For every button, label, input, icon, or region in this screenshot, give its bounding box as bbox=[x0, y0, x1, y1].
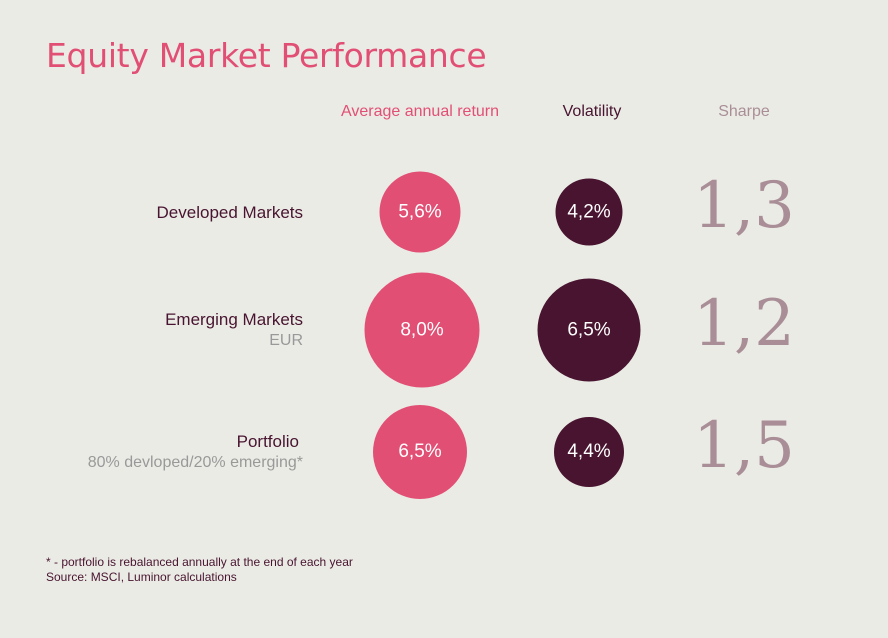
bubble-volatility-portfolio: 4,4% bbox=[554, 417, 624, 487]
sharpe-value-emerging: 1,2 bbox=[693, 287, 795, 361]
footnote: * - portfolio is rebalanced annually at … bbox=[46, 555, 353, 585]
bubble-value: 6,5% bbox=[567, 319, 611, 340]
row-name: Emerging Markets bbox=[165, 310, 303, 329]
column-header-return: Average annual return bbox=[340, 103, 500, 120]
bubble-return-portfolio: 6,5% bbox=[373, 405, 467, 499]
row-subtitle: EUR bbox=[269, 332, 303, 349]
bubble-return-emerging: 8,0% bbox=[364, 272, 480, 388]
sharpe-value-developed: 1,3 bbox=[693, 169, 795, 243]
bubble-value: 4,2% bbox=[567, 201, 611, 222]
bubble-value: 5,6% bbox=[398, 201, 442, 222]
bubble-value: 4,4% bbox=[567, 441, 611, 462]
footnote-source: Source: MSCI, Luminor calculations bbox=[46, 570, 237, 584]
row-label-developed: Developed Markets bbox=[3, 202, 303, 224]
bubble-volatility-developed: 4,2% bbox=[555, 178, 623, 246]
row-label-portfolio: Portfolio 80% devloped/20% emerging* bbox=[3, 431, 303, 473]
footnote-rebalance: * - portfolio is rebalanced annually at … bbox=[46, 555, 353, 569]
bubble-return-developed: 5,6% bbox=[379, 171, 461, 253]
column-header-sharpe: Sharpe bbox=[718, 103, 770, 120]
row-subtitle: 80% devloped/20% emerging* bbox=[87, 454, 303, 471]
page-title: Equity Market Performance bbox=[46, 36, 487, 75]
row-name: Portfolio bbox=[236, 432, 299, 451]
bubble-value: 6,5% bbox=[398, 441, 442, 462]
sharpe-value-portfolio: 1,5 bbox=[693, 409, 795, 483]
row-label-emerging: Emerging Markets EUR bbox=[3, 309, 303, 351]
column-header-volatility: Volatility bbox=[562, 103, 622, 120]
row-name: Developed Markets bbox=[156, 203, 303, 222]
bubble-value: 8,0% bbox=[400, 319, 444, 340]
bubble-volatility-emerging: 6,5% bbox=[537, 278, 641, 382]
